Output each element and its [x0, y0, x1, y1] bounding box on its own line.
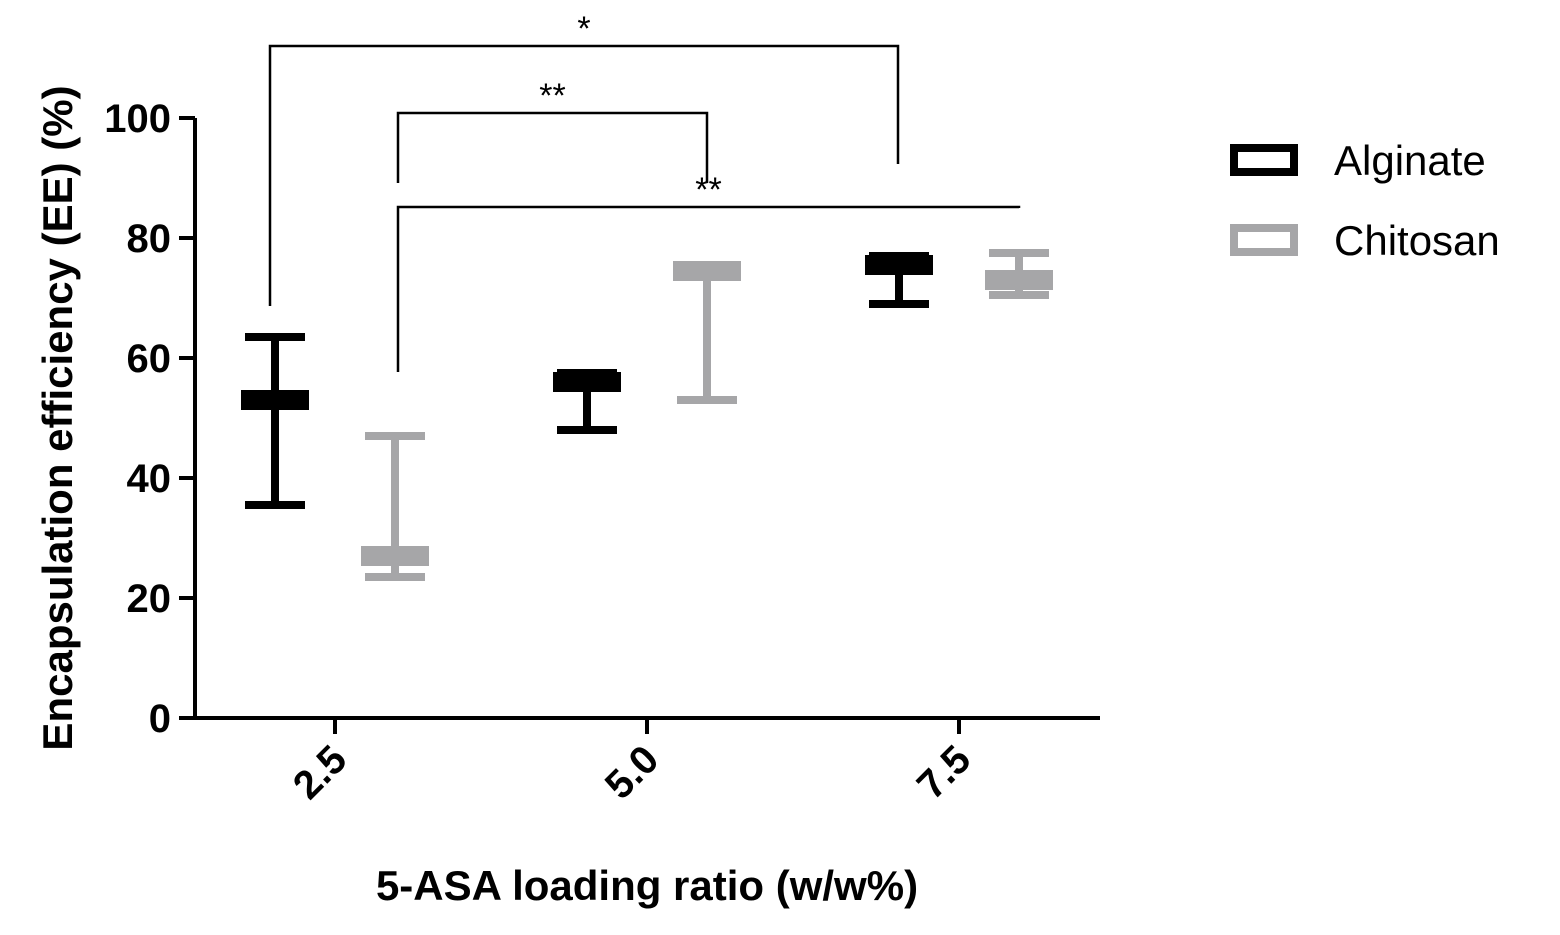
box-alginate-7.5 [865, 252, 933, 308]
significance-bracket: * [268, 10, 900, 306]
plot-marks [241, 249, 1053, 581]
box-chitosan-2.5 [361, 432, 429, 581]
x-tick-label: 7.5 [909, 737, 979, 807]
bracket-line [396, 111, 709, 183]
y-tick-label: 100 [104, 97, 171, 141]
box-chitosan-7.5 [985, 249, 1053, 299]
significance-brackets: ***** [268, 10, 1021, 372]
legend-label: Alginate [1334, 137, 1486, 184]
significance-label: ** [695, 171, 721, 209]
legend-swatch [1230, 144, 1298, 176]
y-tick-label: 60 [127, 337, 172, 381]
box-alginate-2.5 [241, 333, 309, 509]
y-tick-label: 40 [127, 457, 172, 501]
y-tick-label: 80 [127, 217, 172, 261]
y-axis-title: Encapsulation efficiency (EE) (%) [34, 85, 81, 750]
significance-bracket: ** [396, 171, 1021, 372]
bracket-line [268, 44, 900, 306]
legend: Alginate Chitosan [1230, 137, 1500, 264]
box-alginate-5.0 [553, 369, 621, 434]
x-tick-label: 5.0 [597, 737, 667, 807]
legend-item-chitosan: Chitosan [1230, 217, 1500, 264]
bracket-line [396, 205, 1021, 372]
significance-label: ** [539, 77, 565, 115]
legend-label: Chitosan [1334, 217, 1500, 264]
x-tick-label: 2.5 [285, 737, 355, 807]
y-tick-label: 20 [127, 577, 172, 621]
legend-swatch [1230, 224, 1298, 256]
axes: 0 20 40 60 80 100 2.5 5.0 7.5 [104, 97, 1100, 808]
significance-bracket: ** [396, 77, 709, 183]
x-axis-title: 5-ASA loading ratio (w/w%) [376, 862, 918, 909]
significance-label: * [577, 10, 590, 48]
y-tick-label: 0 [149, 697, 171, 741]
legend-item-alginate: Alginate [1230, 137, 1486, 184]
box-chitosan-5.0 [673, 261, 741, 404]
